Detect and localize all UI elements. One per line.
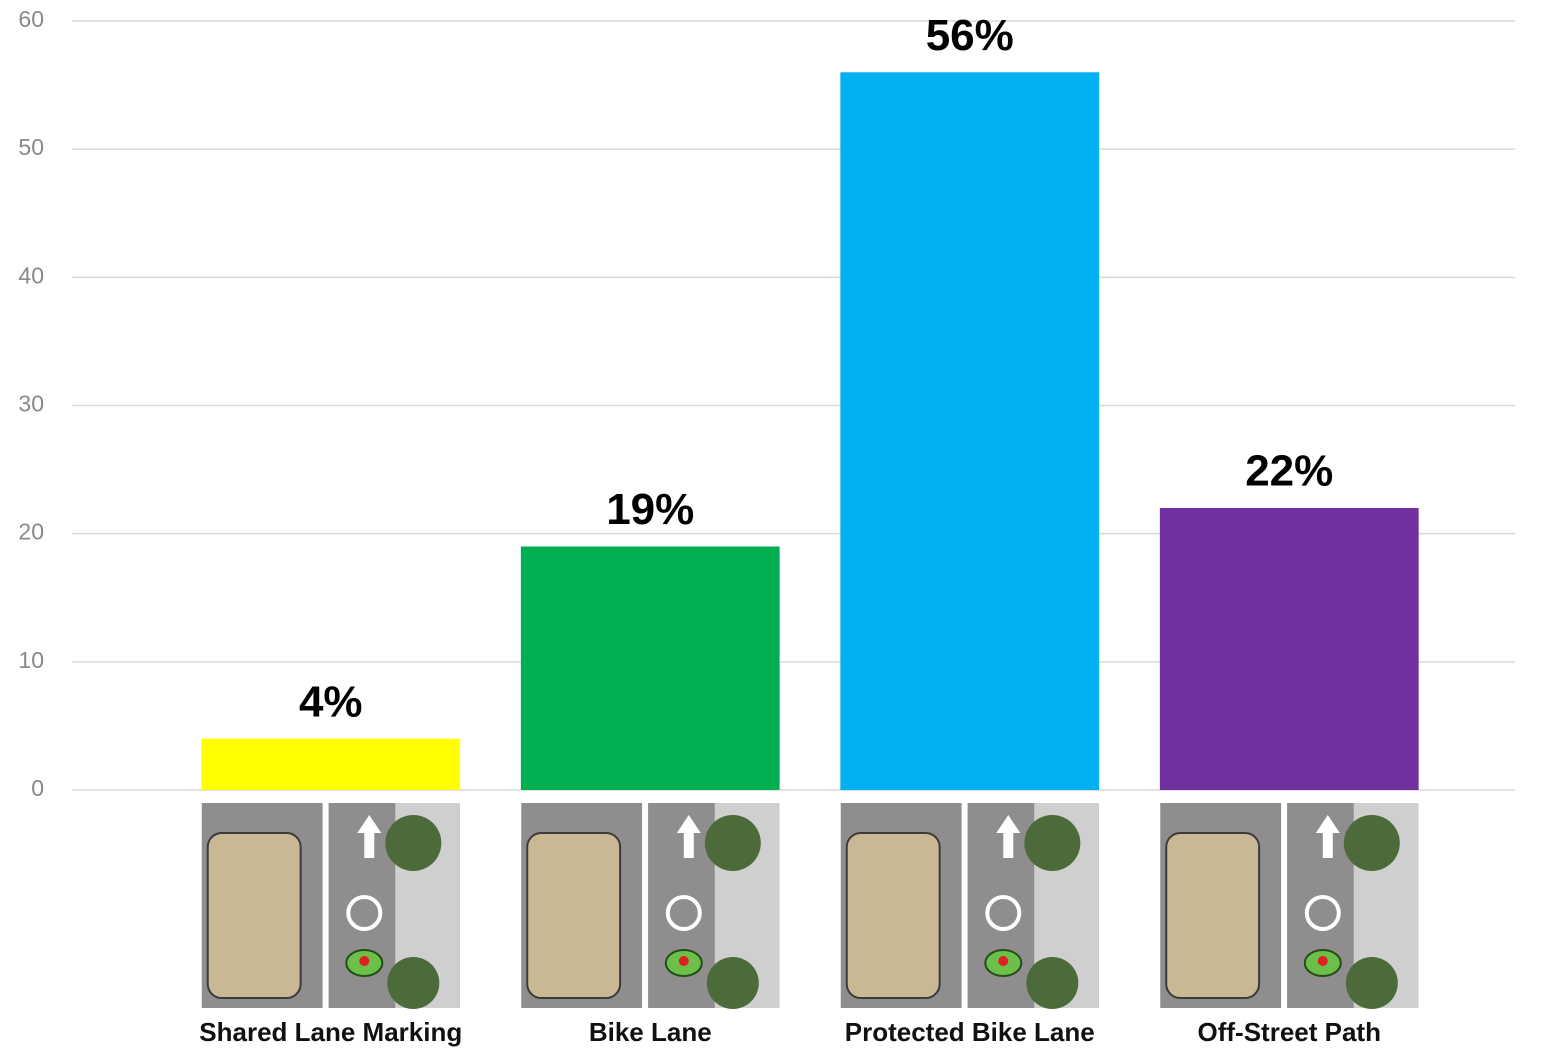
y-tick-label: 50 [18, 134, 44, 160]
illustration-bush [387, 957, 440, 1009]
y-tick-label: 30 [18, 391, 44, 417]
illustration-arrow [676, 815, 701, 858]
bar [201, 738, 461, 790]
illustration-bike [985, 895, 1022, 931]
y-tick-label: 20 [18, 519, 44, 545]
illustration-helmet [359, 956, 370, 966]
bar [840, 72, 1100, 791]
illustration-arrow [1315, 815, 1340, 858]
illustration-bush [385, 815, 442, 871]
x-tick-label: Protected Bike Lane [845, 1017, 1095, 1047]
illustration-bike [1304, 895, 1341, 931]
illustration-arrow [996, 815, 1021, 858]
x-tick-label: Shared Lane Marking [199, 1017, 462, 1047]
illustration-car [1165, 832, 1261, 999]
illustration-bush [1026, 957, 1079, 1009]
value-label: 4% [299, 677, 363, 726]
x-tick-label: Off-Street Path [1198, 1017, 1381, 1047]
bar [1159, 508, 1419, 790]
illustration-bush [1343, 815, 1400, 871]
y-tick-label: 10 [18, 647, 44, 673]
x-tick-label: Bike Lane [589, 1017, 712, 1047]
illustration-car [206, 832, 302, 999]
illustration-bush [1345, 957, 1398, 1009]
y-tick-label: 0 [31, 775, 44, 801]
illustration-car [526, 832, 622, 999]
illustration-helmet [1317, 956, 1328, 966]
illustration-bush [704, 815, 761, 871]
value-label: 19% [606, 485, 694, 534]
y-tick-label: 60 [18, 6, 44, 32]
illustration-car [845, 832, 941, 999]
illustration-helmet [678, 956, 689, 966]
illustration-bush [1024, 815, 1081, 871]
illustration-bush [706, 957, 759, 1009]
illustration-helmet [998, 956, 1009, 966]
bar [520, 546, 780, 790]
value-label: 56% [926, 11, 1014, 60]
value-label: 22% [1245, 447, 1333, 496]
illustration-arrow [357, 815, 382, 858]
y-tick-label: 40 [18, 262, 44, 288]
illustration-bike [665, 895, 702, 931]
illustration-bike [346, 895, 383, 931]
